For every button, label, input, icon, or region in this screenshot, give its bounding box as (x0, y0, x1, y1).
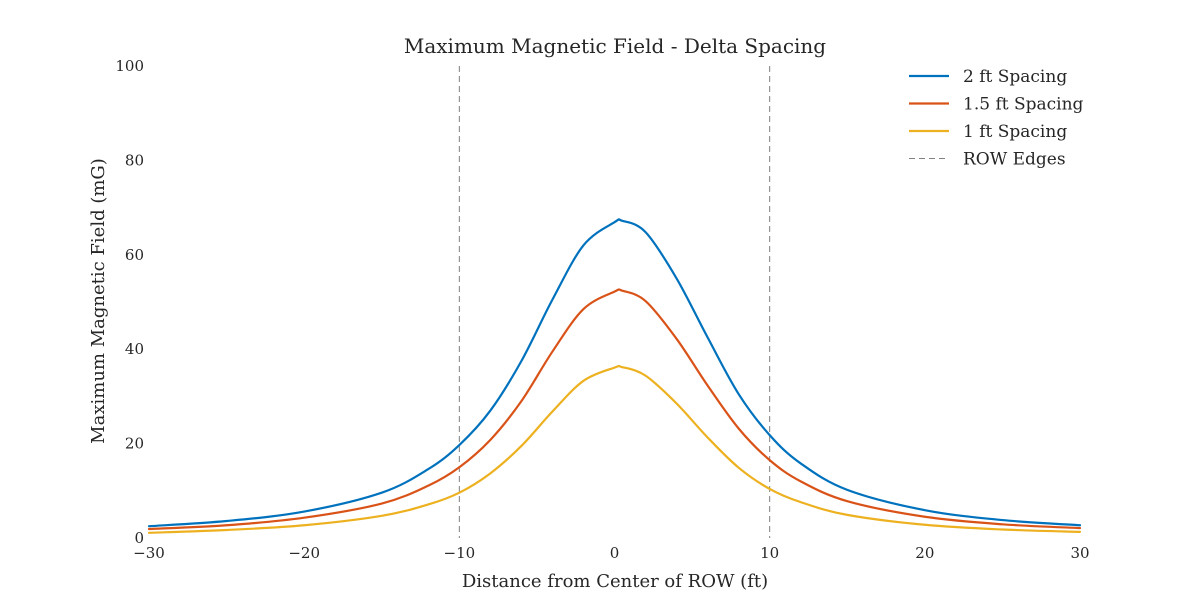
series-line-1 (147, 218, 1082, 528)
x-axis-label: Distance from Center of ROW (ft) (462, 571, 768, 592)
legend-label: 1.5 ft Spacing (963, 95, 1084, 115)
y-tick-label: 60 (125, 246, 144, 264)
legend: 2 ft Spacing 1.5 ft Spacing 1 ft Spacing RO… (909, 67, 1084, 170)
y-tick-label: 40 (125, 340, 144, 358)
x-tick-label: −10 (444, 544, 476, 562)
x-tick-label: −30 (133, 544, 165, 562)
row-edge-lines (458, 66, 771, 538)
chart-title: Maximum Magnetic Field - Delta Spacing (404, 34, 826, 58)
series-line-3 (147, 364, 1082, 534)
x-tick-label: −20 (288, 544, 320, 562)
legend-label: 1 ft Spacing (963, 122, 1067, 142)
x-tick-labels: −30 −20 −10 0 10 20 30 (133, 544, 1089, 562)
y-axis-label: Maximum Magnetic Field (mG) (88, 158, 109, 444)
x-tick-label: 20 (915, 544, 934, 562)
series-lines (147, 218, 1082, 534)
series-line-2 (147, 288, 1082, 531)
y-tick-label: 100 (115, 57, 144, 75)
legend-label: ROW Edges (963, 150, 1066, 170)
x-tick-label: 30 (1070, 544, 1089, 562)
x-tick-label: 10 (760, 544, 779, 562)
y-tick-labels: 0 20 40 60 80 100 (115, 57, 144, 547)
y-tick-label: 0 (134, 529, 144, 547)
y-tick-label: 80 (125, 151, 144, 169)
x-tick-label: 0 (610, 544, 620, 562)
y-tick-label: 20 (125, 435, 144, 453)
legend-label: 2 ft Spacing (963, 67, 1067, 87)
